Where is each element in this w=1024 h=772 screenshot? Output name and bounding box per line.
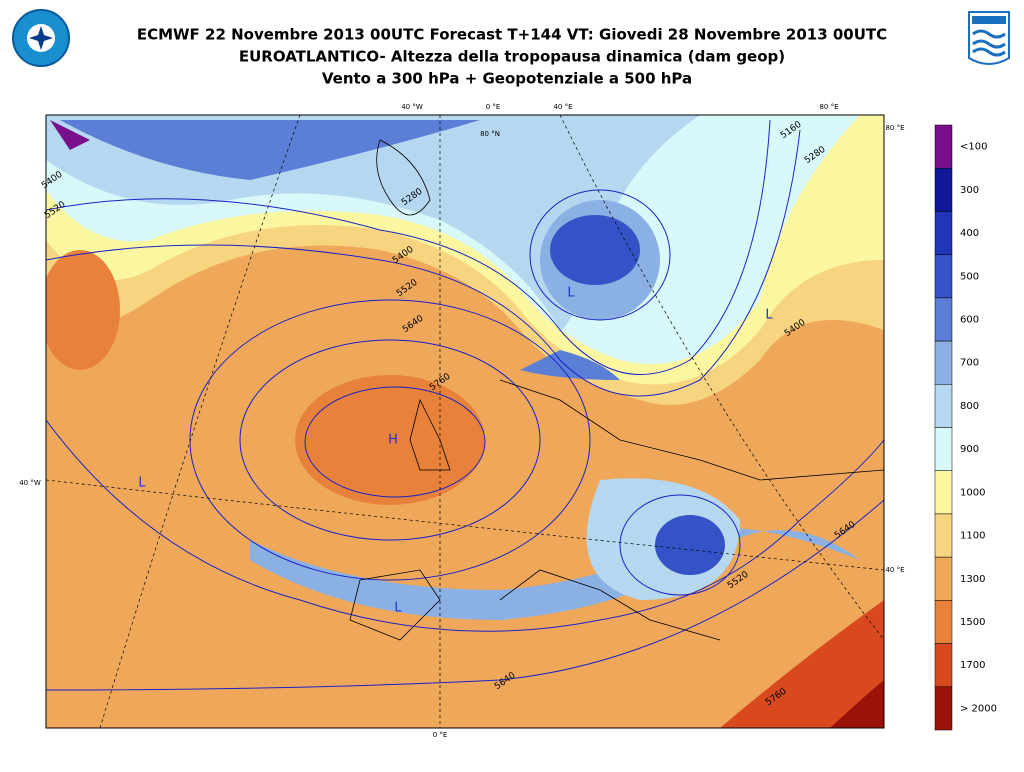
legend-swatch xyxy=(934,254,953,299)
legend-label: 900 xyxy=(960,444,979,455)
title-line: Vento a 300 hPa + Geopotenziale a 500 hP… xyxy=(322,70,692,88)
coordinate-label: 40 °E xyxy=(553,103,572,111)
legend-swatch xyxy=(934,211,953,255)
legend-label: 300 xyxy=(960,185,979,196)
coordinate-label: 80 °E xyxy=(819,103,838,111)
legend-swatch xyxy=(934,384,953,428)
legend-swatch xyxy=(934,513,953,558)
title-line: ECMWF 22 Novembre 2013 00UTC Forecast T+… xyxy=(137,26,887,44)
title-line: EUROATLANTICO- Altezza della tropopausa … xyxy=(239,48,785,66)
legend-swatch xyxy=(934,297,953,342)
coordinate-label: 80 °E xyxy=(885,124,904,132)
coordinate-label: 0 °E xyxy=(486,103,501,111)
legend-swatch xyxy=(934,427,953,471)
coordinate-label: 40 °W xyxy=(401,103,423,111)
legend-swatch xyxy=(934,340,953,385)
legend-label: 500 xyxy=(960,271,979,282)
pressure-center: L xyxy=(394,601,402,616)
pressure-center: H xyxy=(388,433,398,448)
logo-left xyxy=(12,9,70,67)
legend-label: 400 xyxy=(960,228,979,239)
legend-label: 600 xyxy=(960,314,979,325)
coordinate-label: 0 °E xyxy=(433,731,448,739)
coordinate-label: 80 °N xyxy=(480,130,500,138)
legend-label: 1000 xyxy=(960,487,985,498)
legend-label: 1300 xyxy=(960,574,985,585)
legend-swatch xyxy=(934,600,953,644)
legend-label: 1100 xyxy=(960,531,985,542)
map-frame xyxy=(45,114,885,729)
pressure-center: L xyxy=(138,476,146,491)
legend-label: 1500 xyxy=(960,617,985,628)
legend-swatch xyxy=(934,470,953,515)
pressure-center: L xyxy=(567,286,575,301)
legend-label: 700 xyxy=(960,358,979,369)
legend-swatch xyxy=(934,124,953,169)
legend-label: <100 xyxy=(960,142,987,153)
legend-swatch xyxy=(934,686,953,731)
legend-swatch xyxy=(934,643,953,688)
pressure-center: L xyxy=(765,308,773,323)
legend-label: 800 xyxy=(960,401,979,412)
legend-swatch xyxy=(934,167,953,212)
legend-swatch xyxy=(934,556,953,601)
map xyxy=(46,115,884,728)
legend-label: > 2000 xyxy=(960,703,997,714)
coordinate-label: 40 °E xyxy=(885,566,904,574)
logo-right xyxy=(968,11,1010,65)
coordinate-label: 40 °W xyxy=(19,479,41,487)
legend-label: 1700 xyxy=(960,660,985,671)
